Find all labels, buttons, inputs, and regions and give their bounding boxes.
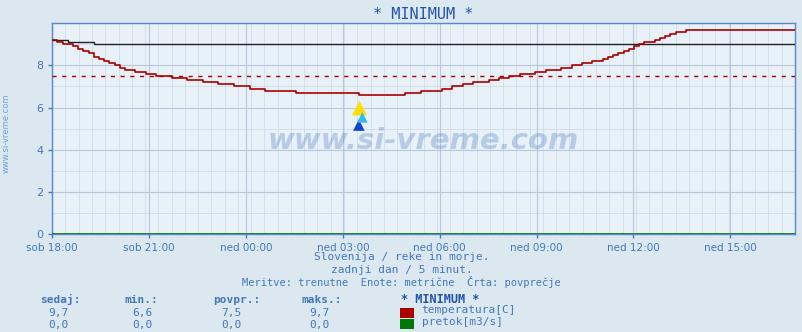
Text: www.si-vreme.com: www.si-vreme.com [2,93,11,173]
Text: maks.:: maks.: [301,295,341,305]
Text: Slovenija / reke in morje.: Slovenija / reke in morje. [314,252,488,262]
Text: 0,0: 0,0 [309,320,329,330]
Text: * MINIMUM *: * MINIMUM * [401,293,480,306]
Text: ▲: ▲ [353,117,364,132]
Text: 0,0: 0,0 [221,320,241,330]
Text: min.:: min.: [124,295,158,305]
Text: ▲: ▲ [357,109,367,123]
Text: 9,7: 9,7 [309,308,329,318]
Title: * MINIMUM *: * MINIMUM * [373,7,473,22]
Text: 7,5: 7,5 [221,308,241,318]
Text: temperatura[C]: temperatura[C] [421,305,516,315]
Text: pretok[m3/s]: pretok[m3/s] [421,317,502,327]
Text: zadnji dan / 5 minut.: zadnji dan / 5 minut. [330,265,472,275]
Text: Meritve: trenutne  Enote: metrične  Črta: povprečje: Meritve: trenutne Enote: metrične Črta: … [242,276,560,288]
Text: ▲: ▲ [351,98,366,117]
Text: 6,6: 6,6 [132,308,152,318]
Text: povpr.:: povpr.: [213,295,260,305]
Text: 0,0: 0,0 [48,320,68,330]
Text: www.si-vreme.com: www.si-vreme.com [268,127,578,155]
Text: 9,7: 9,7 [48,308,68,318]
Text: sedaj:: sedaj: [40,294,80,305]
Text: 0,0: 0,0 [132,320,152,330]
